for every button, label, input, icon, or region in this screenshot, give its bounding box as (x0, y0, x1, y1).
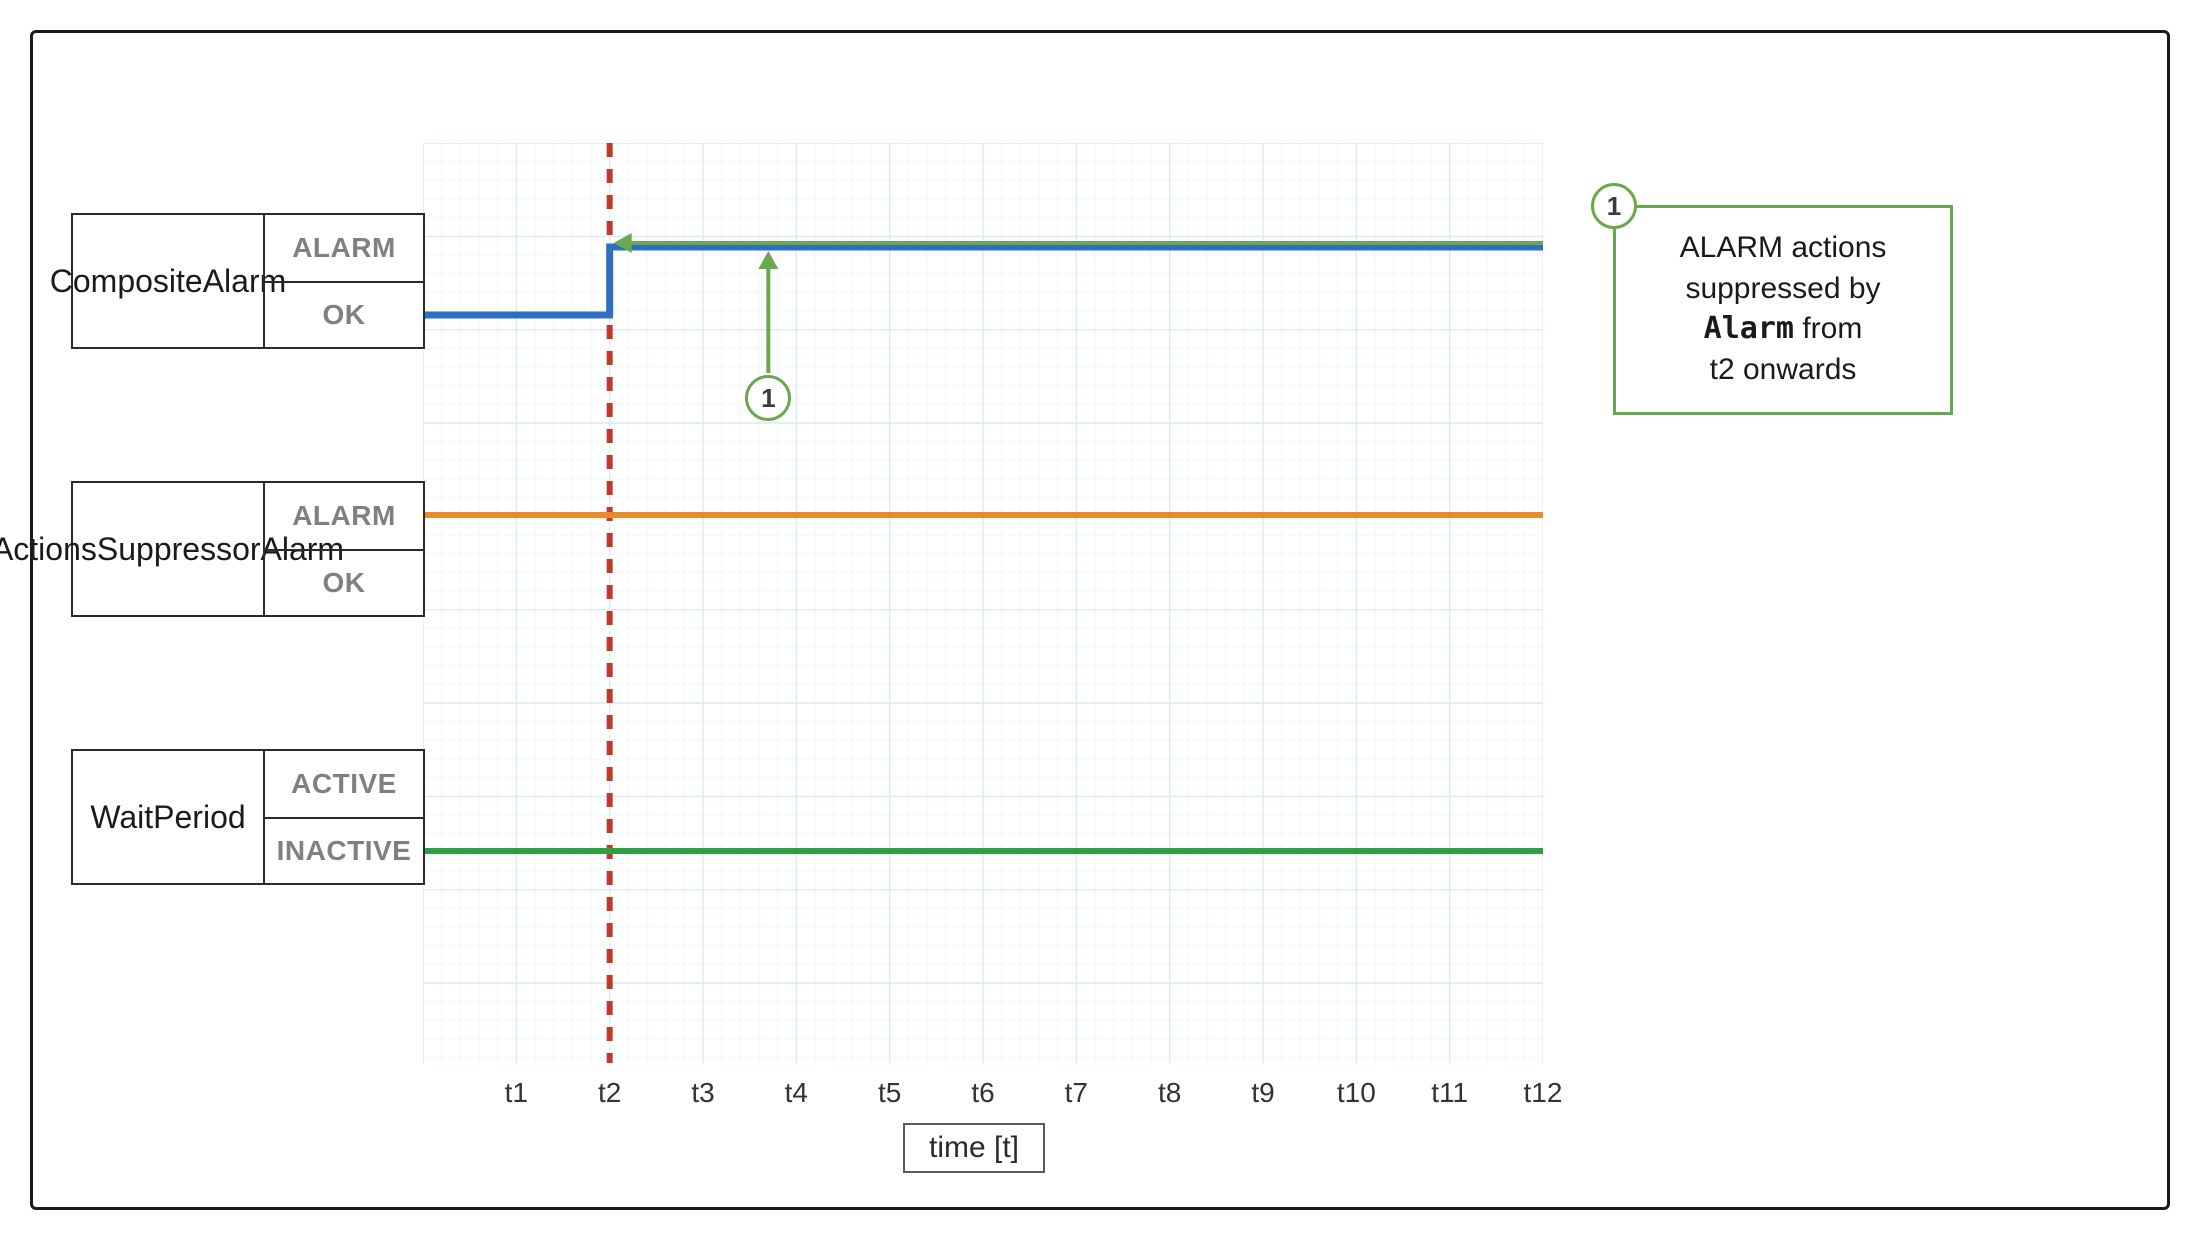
state-cell: ACTIVE (265, 751, 423, 817)
state-cell: INACTIVE (265, 817, 423, 883)
x-tick-label: t6 (971, 1077, 994, 1109)
row-name-composite: CompositeAlarm (73, 215, 263, 347)
state-cell: ALARM (265, 215, 423, 281)
state-cell: OK (265, 281, 423, 347)
state-cell: ALARM (265, 483, 423, 549)
x-tick-label: t7 (1065, 1077, 1088, 1109)
chart-area: t1t2t3t4t5t6t7t8t9t10t11t12 time [t] 1 (423, 143, 1543, 1063)
x-tick-label: t9 (1251, 1077, 1274, 1109)
row-table-composite: CompositeAlarmALARMOK (71, 213, 425, 349)
x-tick-label: t5 (878, 1077, 901, 1109)
callout-badge: 1 (1591, 183, 1637, 229)
row-table-suppressor: ActionsSuppressorAlarmALARMOK (71, 481, 425, 617)
suppression-indicator (614, 233, 1543, 373)
diagram-frame: t1t2t3t4t5t6t7t8t9t10t11t12 time [t] 1 C… (30, 30, 2170, 1210)
x-tick-label: t3 (691, 1077, 714, 1109)
x-tick-label: t8 (1158, 1077, 1181, 1109)
x-tick-label: t4 (785, 1077, 808, 1109)
x-tick-label: t10 (1337, 1077, 1376, 1109)
x-tick-label: t2 (598, 1077, 621, 1109)
x-tick-label: t1 (505, 1077, 528, 1109)
x-tick-label: t12 (1524, 1077, 1563, 1109)
x-axis-title: time [t] (903, 1123, 1045, 1173)
row-name-wait: WaitPeriod (73, 751, 263, 883)
row-table-wait: WaitPeriodACTIVEINACTIVE (71, 749, 425, 885)
chart-svg (423, 143, 1543, 1063)
state-cell: OK (265, 549, 423, 615)
suppression-badge: 1 (745, 375, 791, 421)
row-name-suppressor: ActionsSuppressorAlarm (73, 483, 263, 615)
callout-box: ALARM actionssuppressed byAlarm fromt2 o… (1613, 205, 1953, 415)
x-tick-label: t11 (1431, 1077, 1468, 1109)
